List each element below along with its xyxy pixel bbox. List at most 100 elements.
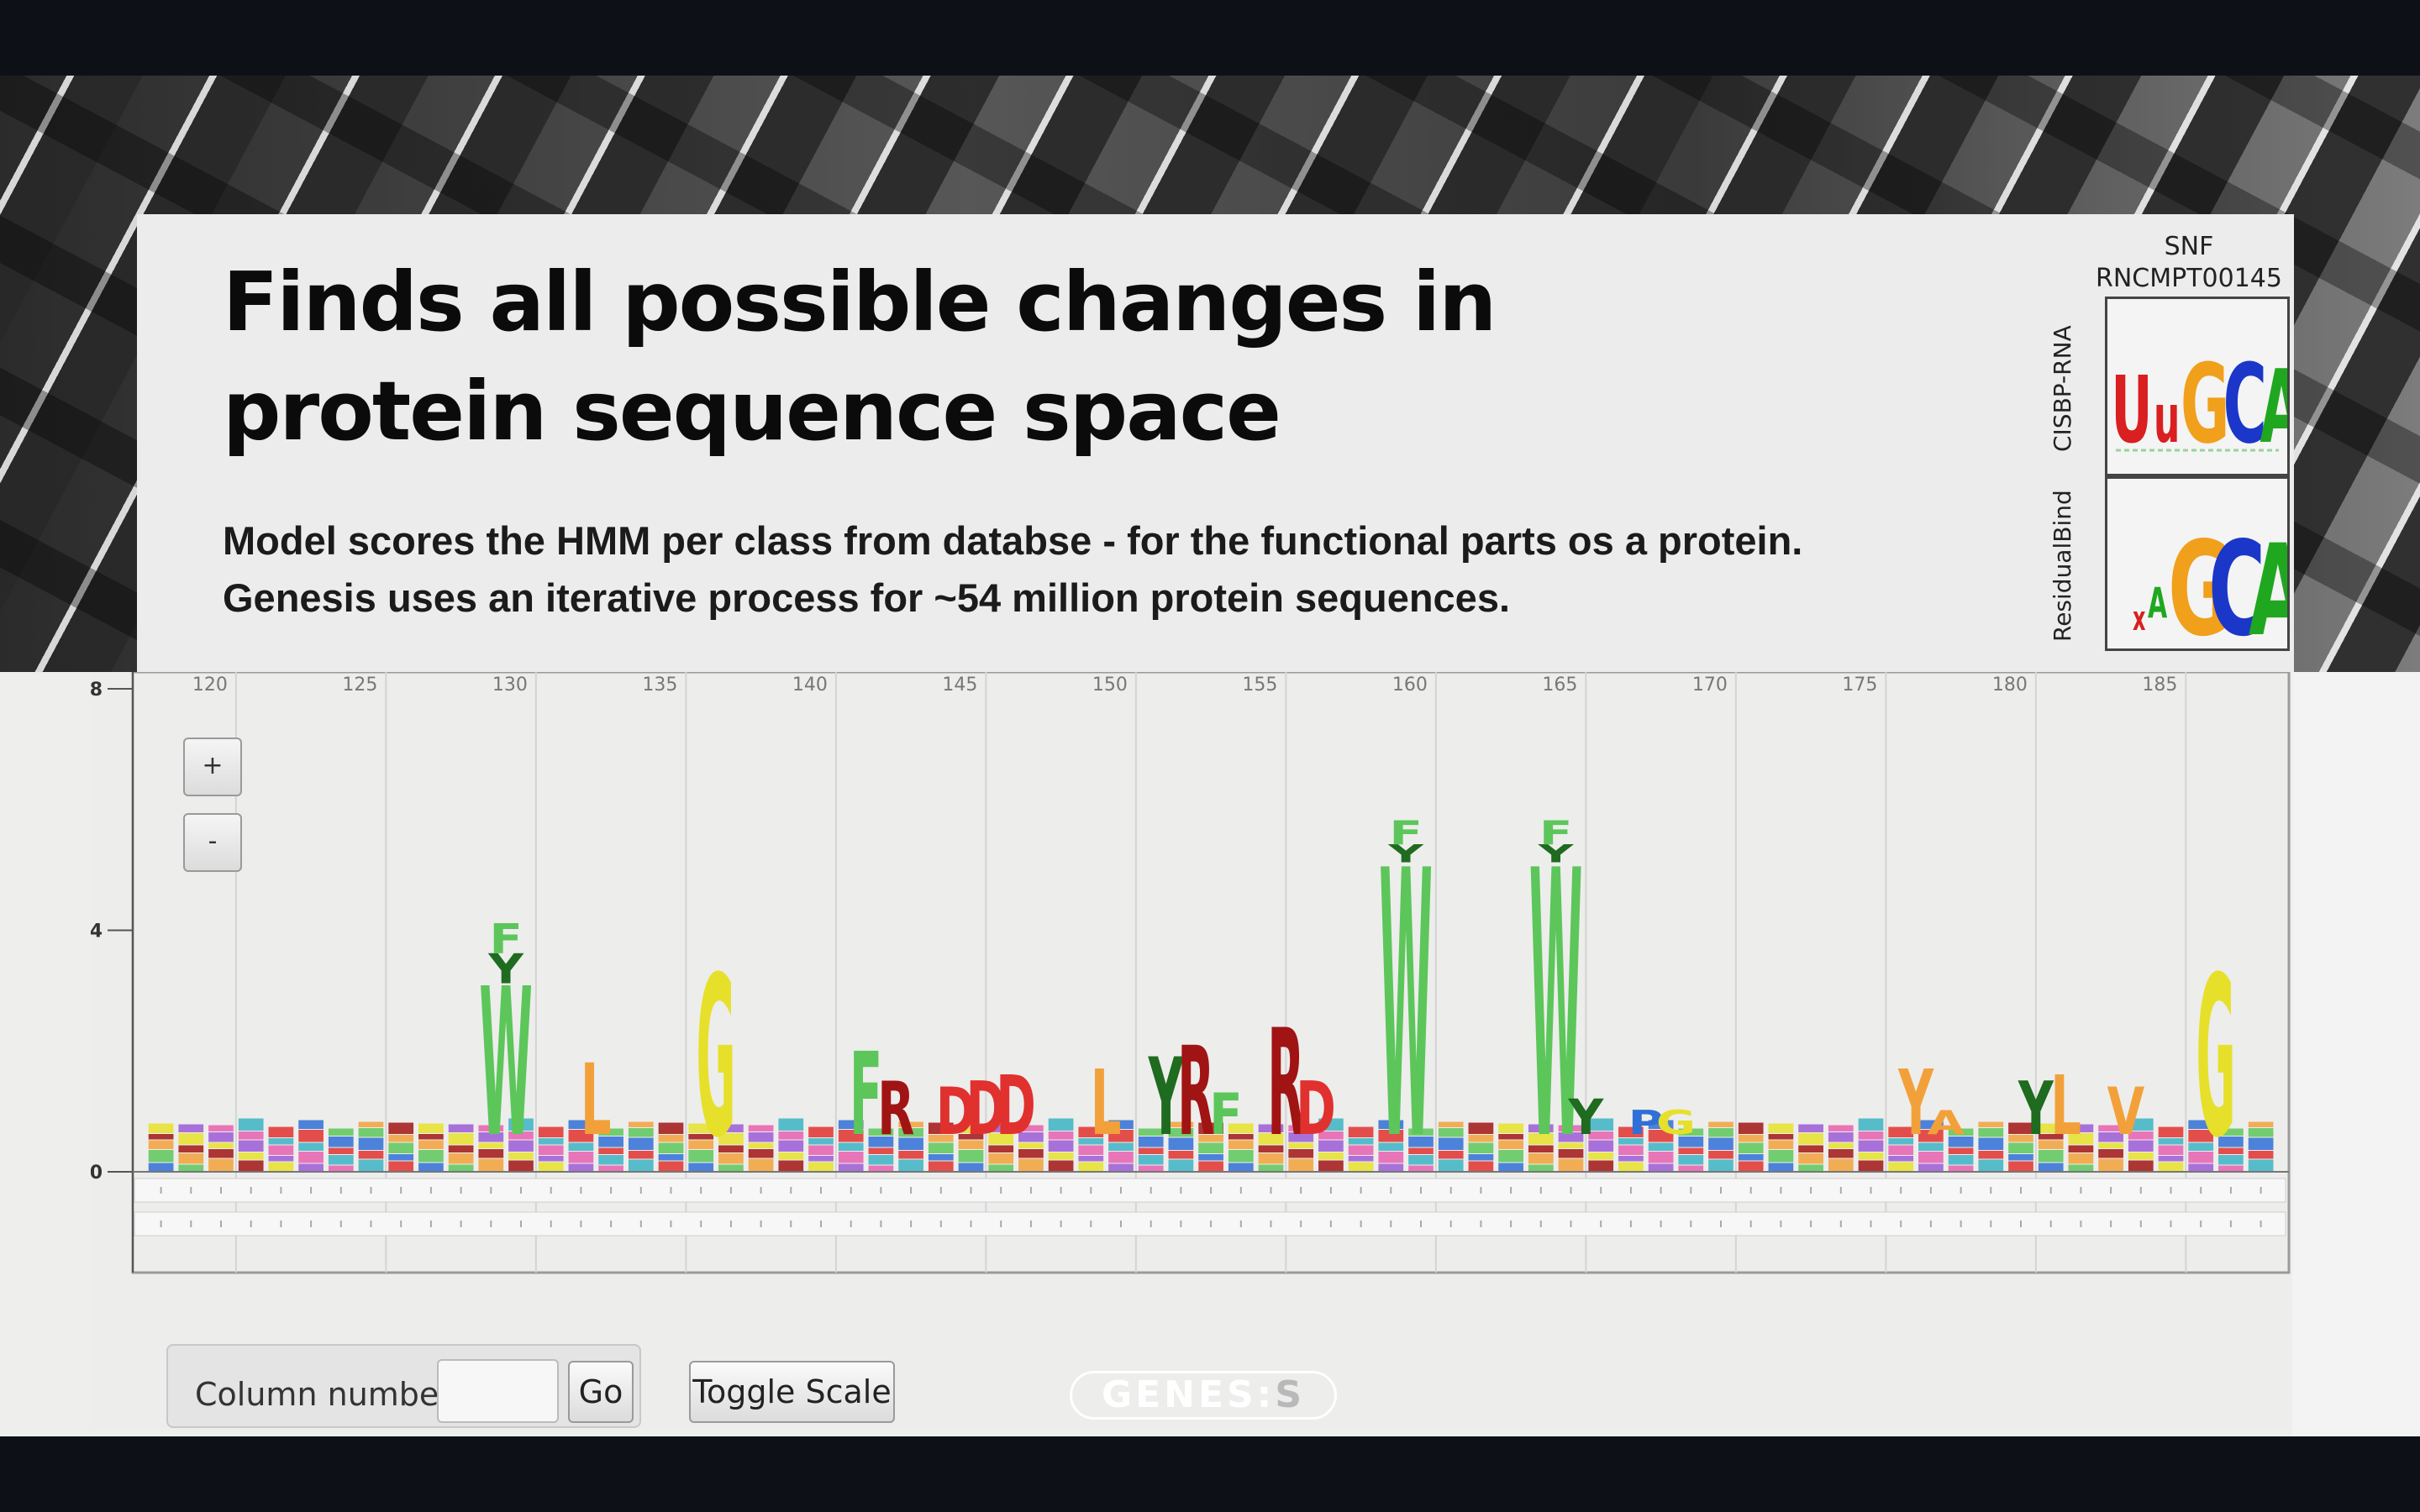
low-info-letter xyxy=(2098,1158,2123,1171)
low-info-letter xyxy=(1588,1140,1614,1152)
low-info-letter xyxy=(1888,1138,1914,1145)
low-info-letter xyxy=(718,1124,744,1132)
low-info-letter xyxy=(1258,1145,1284,1152)
low-info-letter xyxy=(838,1152,864,1163)
low-info-letter xyxy=(2098,1149,2123,1158)
low-info-letter xyxy=(2068,1145,2094,1152)
x-tick-label: 125 xyxy=(342,675,377,696)
low-info-letter xyxy=(778,1152,804,1160)
low-info-letter xyxy=(718,1153,744,1164)
go-button[interactable]: Go xyxy=(568,1361,634,1423)
low-info-letter xyxy=(1768,1163,1794,1171)
motif-title: SNF RNCMPT00145 xyxy=(2088,231,2290,295)
genesis-logo-tail: S xyxy=(1275,1373,1306,1416)
x-tick-label: 160 xyxy=(1392,675,1428,696)
low-info-letter xyxy=(658,1122,684,1134)
low-info-letter xyxy=(1348,1156,1374,1162)
low-info-letter xyxy=(2098,1125,2123,1131)
low-info-letter xyxy=(748,1125,774,1131)
low-info-letter xyxy=(688,1123,714,1133)
low-info-letter xyxy=(448,1124,474,1132)
logo-letter: D xyxy=(965,1067,1006,1152)
low-info-letter xyxy=(1018,1132,1044,1142)
low-info-letter xyxy=(2248,1151,2274,1159)
sequence-logo-viewer: 120 125 130 135 140 145 150 155 160 165 170 175 180 1… xyxy=(91,672,2292,1428)
low-info-letter xyxy=(238,1118,264,1131)
low-info-letter xyxy=(1228,1150,1254,1163)
low-info-letter xyxy=(298,1152,324,1163)
low-info-letter xyxy=(388,1122,414,1134)
low-info-letter xyxy=(2188,1152,2214,1163)
low-info-letter xyxy=(718,1164,744,1171)
low-info-letter xyxy=(238,1152,264,1160)
low-info-letter xyxy=(298,1130,324,1142)
motif-letter-g: G xyxy=(2181,341,2230,468)
low-info-letter xyxy=(1648,1130,1674,1142)
low-info-letter xyxy=(2158,1162,2184,1171)
low-info-letter xyxy=(1048,1152,1074,1160)
low-info-letter xyxy=(1828,1132,1854,1142)
toggle-scale-button[interactable]: Toggle Scale xyxy=(689,1361,895,1423)
low-info-letter xyxy=(178,1133,204,1145)
low-info-letter xyxy=(808,1156,834,1162)
low-info-letter xyxy=(148,1134,174,1140)
logo-letter: Y xyxy=(1387,840,1424,869)
low-info-letter xyxy=(1678,1155,1704,1165)
low-info-letter xyxy=(1558,1125,1584,1131)
low-info-letter xyxy=(208,1149,234,1158)
low-info-letter xyxy=(808,1145,834,1155)
low-info-letter xyxy=(1798,1133,1823,1145)
logo-letter: Y xyxy=(1568,1089,1605,1146)
low-info-letter xyxy=(238,1160,264,1171)
low-info-letter xyxy=(1828,1142,1854,1148)
low-info-letter xyxy=(988,1124,1014,1132)
low-info-letter xyxy=(1318,1160,1344,1171)
low-info-letter xyxy=(1378,1120,1404,1129)
low-info-letter xyxy=(958,1123,984,1133)
zoom-in-button[interactable]: + xyxy=(183,738,242,796)
low-info-letter xyxy=(1918,1142,1944,1151)
low-info-letter xyxy=(1468,1135,1494,1142)
logo-letter: R xyxy=(1177,1021,1214,1164)
low-info-letter xyxy=(868,1155,894,1165)
low-info-letter xyxy=(328,1147,354,1154)
low-info-letter xyxy=(1228,1140,1254,1149)
low-info-letter xyxy=(598,1155,623,1165)
low-info-letter xyxy=(238,1140,264,1152)
low-info-letter xyxy=(208,1158,234,1171)
x-tick-label: 180 xyxy=(1992,675,2028,696)
low-info-letter xyxy=(508,1118,534,1131)
presentation-slide: Finds all possible changes in protein se… xyxy=(0,76,2420,1436)
low-info-letter xyxy=(1618,1162,1644,1171)
low-info-letter xyxy=(1648,1163,1674,1171)
sequence-logo-chart[interactable]: 120 125 130 135 140 145 150 155 160 165 170 175 180 1… xyxy=(91,672,2292,1428)
low-info-letter xyxy=(1648,1142,1674,1151)
low-info-letter xyxy=(1738,1135,1764,1142)
low-info-letter xyxy=(418,1134,444,1140)
zoom-out-button[interactable]: - xyxy=(183,813,242,872)
low-info-letter xyxy=(838,1142,864,1151)
column-controls xyxy=(166,1344,641,1428)
letterbox-top xyxy=(0,0,2420,76)
low-info-letter xyxy=(1288,1132,1314,1142)
low-info-letter xyxy=(1198,1161,1223,1171)
motif-letter-c: C xyxy=(2223,341,2267,468)
low-info-letter xyxy=(838,1120,864,1129)
low-info-letter xyxy=(658,1135,684,1142)
low-info-letter xyxy=(2038,1140,2064,1149)
low-info-letter xyxy=(1138,1147,1164,1154)
logo-letter: Y xyxy=(1538,840,1575,869)
low-info-letter xyxy=(2248,1159,2274,1171)
x-tick-label: 150 xyxy=(1092,675,1128,696)
column-number-input[interactable] xyxy=(437,1359,559,1423)
low-info-letter xyxy=(628,1159,654,1171)
text-panel: Finds all possible changes in protein se… xyxy=(137,214,2350,672)
low-info-letter xyxy=(2218,1165,2244,1171)
low-info-letter xyxy=(358,1121,384,1127)
low-info-letter xyxy=(1888,1162,1914,1171)
low-info-letter xyxy=(1558,1149,1584,1158)
low-info-letter xyxy=(358,1128,384,1137)
low-info-letter xyxy=(1888,1126,1914,1137)
low-info-letter xyxy=(1498,1140,1523,1149)
low-info-letter xyxy=(538,1162,564,1171)
